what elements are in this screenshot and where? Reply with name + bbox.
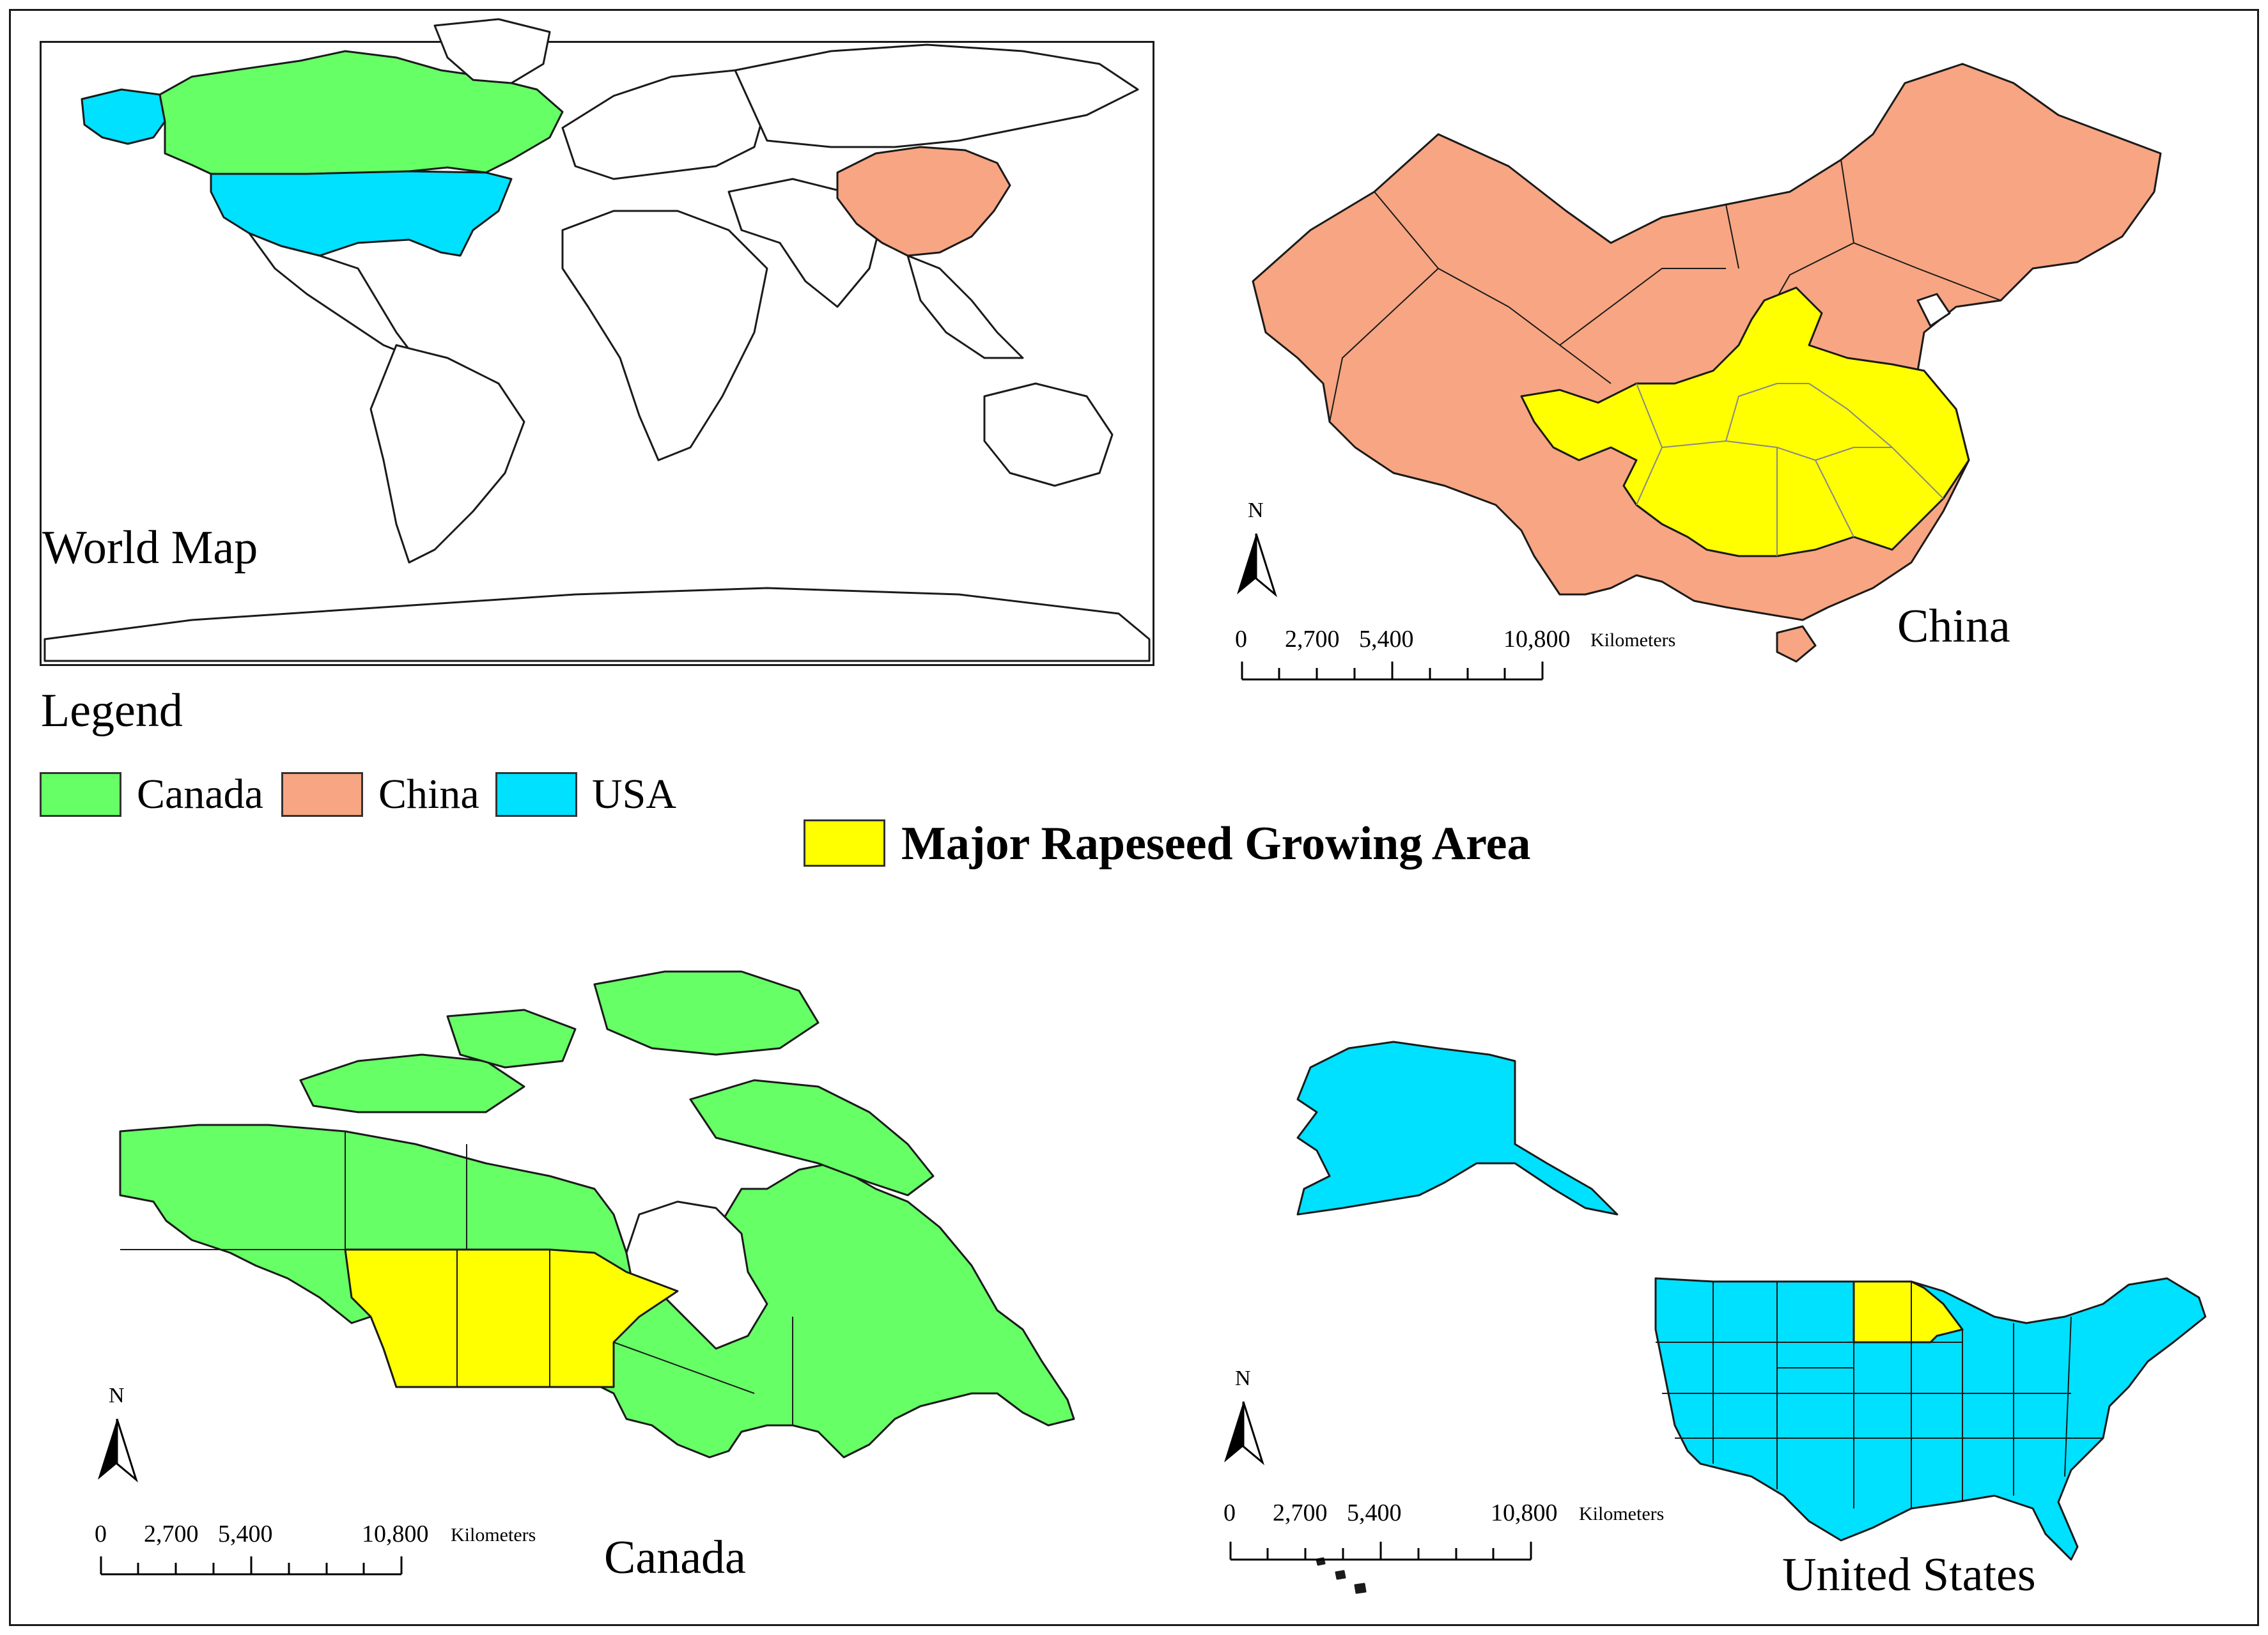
legend-label-rapeseed: Major Rapeseed Growing Area	[901, 818, 1531, 870]
world-greenland	[433, 18, 551, 84]
legend-swatch-usa	[495, 772, 577, 817]
north-arrow-usa	[1224, 1401, 1264, 1466]
world-canada	[159, 50, 564, 175]
world-map-title: World Map	[42, 522, 258, 574]
usa-state-lines	[1656, 1282, 2103, 1508]
scale-china-tick-1: 2,700	[1285, 626, 1340, 653]
legend-label-usa: USA	[592, 771, 677, 818]
scale-canada-tick-2: 5,400	[218, 1521, 273, 1547]
scale-china-tick-2: 5,400	[1359, 626, 1414, 653]
canada-baffin-island	[689, 1079, 935, 1197]
canada-province-lines	[120, 1131, 793, 1425]
legend-label-canada: Canada	[137, 771, 263, 818]
scale-usa-unit: Kilometers	[1579, 1503, 1665, 1524]
north-label-canada: N	[109, 1384, 125, 1407]
world-map-frame	[40, 41, 1154, 666]
usa-map-title: United States	[1782, 1549, 2036, 1601]
scale-usa-tick-0: 0	[1223, 1499, 1236, 1526]
north-label-usa: N	[1235, 1367, 1251, 1390]
china-map	[1252, 63, 2162, 663]
north-arrow-canada	[98, 1418, 138, 1483]
world-mexico	[248, 232, 417, 359]
world-china	[836, 146, 1011, 257]
world-antarctica	[43, 587, 1151, 662]
world-middle-east	[727, 178, 883, 308]
legend-swatch-canada	[40, 772, 121, 817]
outer-frame	[9, 9, 2259, 1626]
legend-title: Legend	[41, 685, 183, 737]
usa-hawaii	[1316, 1557, 1367, 1594]
china-province-lines	[1329, 159, 2001, 422]
scale-bar-china	[1241, 662, 1544, 681]
world-alaska	[81, 88, 166, 145]
world-map	[43, 18, 1151, 662]
scale-bar-canada	[100, 1556, 403, 1576]
scale-bar-usa	[1229, 1542, 1532, 1561]
scale-canada-tick-3: 10,800	[362, 1521, 429, 1547]
china-rapeseed-province-lines	[1636, 383, 1944, 556]
china-hainan	[1776, 625, 1817, 663]
world-russia	[734, 43, 1139, 148]
scale-canada-unit: Kilometers	[451, 1524, 536, 1546]
world-usa	[210, 170, 513, 257]
scale-china-tick-0: 0	[1235, 626, 1247, 653]
scale-china-tick-3: 10,800	[1503, 626, 1571, 653]
world-se-asia	[906, 254, 1024, 359]
canada-arctic-islands	[299, 1053, 525, 1113]
usa-contiguous	[1654, 1277, 2207, 1561]
scale-canada-tick-0: 0	[95, 1521, 107, 1547]
china-map-title: China	[1897, 600, 2010, 653]
scale-usa-tick-1: 2,700	[1273, 1499, 1328, 1526]
world-australia	[983, 382, 1114, 487]
world-africa	[561, 210, 768, 461]
canada-map	[119, 970, 1075, 1459]
usa-map	[1296, 1041, 2207, 1594]
usa-rapeseed-area	[1852, 1280, 1964, 1344]
canada-victoria	[446, 1009, 577, 1069]
china-rapeseed-area	[1520, 286, 1970, 557]
legend-swatch-rapeseed	[804, 819, 885, 867]
china-bohai	[1916, 293, 1951, 327]
scale-usa-tick-3: 10,800	[1491, 1499, 1558, 1526]
scale-usa-tick-2: 5,400	[1347, 1499, 1402, 1526]
canada-ellesmere	[593, 970, 819, 1056]
canada-map-title: Canada	[604, 1531, 746, 1584]
north-label-china: N	[1248, 499, 1264, 522]
north-arrow-china	[1237, 533, 1277, 598]
world-europe	[561, 69, 768, 180]
scale-china-unit: Kilometers	[1590, 630, 1676, 651]
legend-label-china: China	[378, 771, 479, 818]
canada-rapeseed-area	[344, 1248, 679, 1388]
scale-canada-tick-1: 2,700	[144, 1521, 199, 1547]
legend-swatch-china	[281, 772, 363, 817]
world-south-america	[369, 344, 525, 564]
usa-alaska	[1296, 1041, 1619, 1216]
